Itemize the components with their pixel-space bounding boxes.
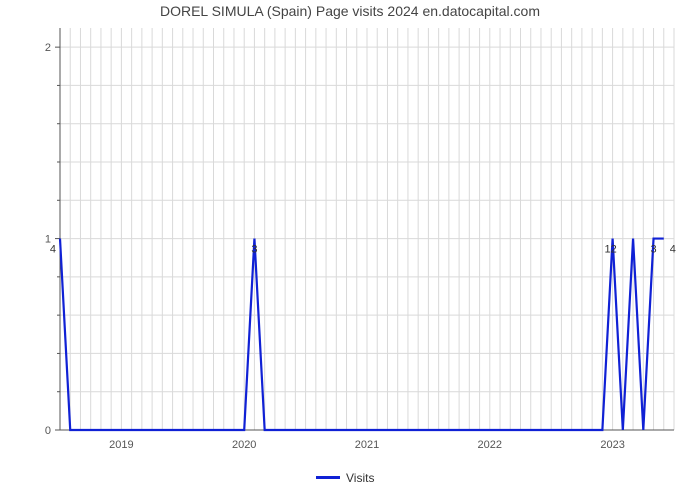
- point-label: 3: [251, 244, 257, 256]
- chart-title: DOREL SIMULA (Spain) Page visits 2024 en…: [160, 3, 540, 19]
- legend-label: Visits: [346, 471, 374, 485]
- chart-container: 01220192020202120222023431234DOREL SIMUL…: [0, 0, 700, 500]
- point-label: 4: [670, 244, 676, 256]
- legend-swatch: [316, 476, 340, 479]
- point-label: 3: [650, 244, 656, 256]
- x-tick-label: 2020: [232, 439, 256, 451]
- y-tick-label: 0: [45, 425, 51, 437]
- point-label: 4: [50, 244, 56, 256]
- plot-bg: [0, 0, 700, 500]
- line-chart: 01220192020202120222023431234DOREL SIMUL…: [0, 0, 700, 500]
- y-tick-label: 2: [45, 42, 51, 54]
- point-label: 12: [604, 244, 616, 256]
- x-tick-label: 2021: [355, 439, 379, 451]
- x-tick-label: 2019: [109, 439, 133, 451]
- x-tick-label: 2023: [600, 439, 624, 451]
- x-tick-label: 2022: [478, 439, 502, 451]
